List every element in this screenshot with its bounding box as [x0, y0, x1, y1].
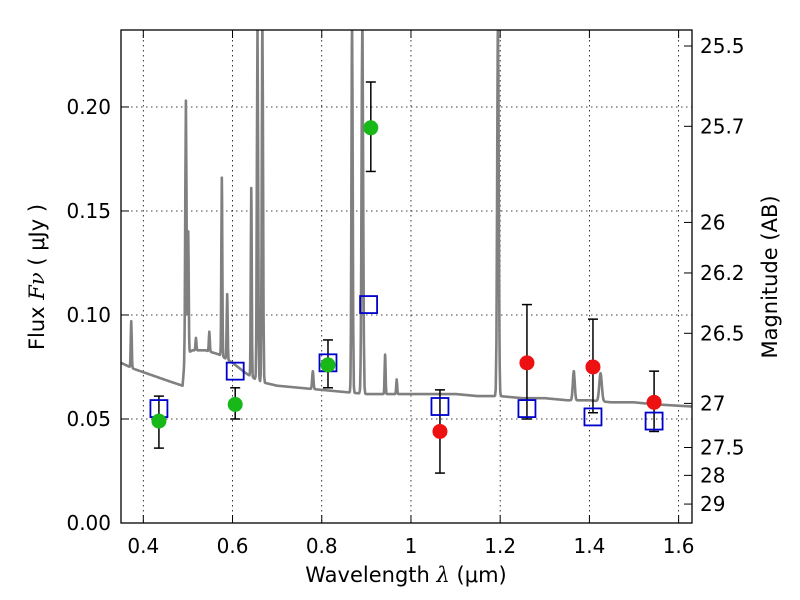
x-tick-label: 1.4: [573, 534, 605, 558]
y-tick-label: 0.05: [66, 407, 111, 431]
red-point-marker: [585, 359, 601, 375]
x-tick-label: 1.2: [484, 534, 516, 558]
y2-tick-label: 29: [700, 492, 725, 516]
red-point-marker: [646, 394, 662, 410]
green-point-marker: [227, 396, 243, 412]
green-point-marker: [151, 413, 167, 429]
y-tick-label: 0.20: [66, 95, 111, 119]
blue-square-marker: [359, 295, 378, 314]
blue-square-marker: [430, 397, 450, 416]
x-tick-label: 1: [405, 534, 418, 558]
y-tick-label: 0.00: [66, 511, 111, 535]
blue-square-marker: [517, 399, 537, 418]
blue-square-marker: [644, 411, 664, 431]
y-axis-label: Flux Fν ( μJy ): [25, 204, 49, 350]
x-axis-label: Wavelength λ (μm): [305, 563, 506, 587]
plot-frame: [120, 29, 693, 524]
green-point-marker: [363, 120, 379, 136]
y2-tick-label: 26.2: [700, 261, 745, 285]
x-tick-label: 0.6: [217, 534, 249, 558]
y2-axis-label: Magnitude (AB): [758, 195, 782, 358]
red-point-marker: [432, 423, 448, 439]
x-tick-label: 0.4: [127, 534, 159, 558]
blue-square-marker: [583, 407, 603, 427]
x-tick-label: 0.8: [306, 534, 338, 558]
blue-square-marker: [225, 361, 245, 381]
y2-tick-label: 25.5: [700, 34, 745, 58]
plot-background: [121, 30, 692, 523]
y-tick-label: 0.15: [66, 199, 111, 223]
axis-ticks: 0.4 0.6 0.8 1 1.2 1.4 1.6 0.00 0.05 0.10 0.15 0.20 2…: [66, 30, 745, 558]
red-point-marker: [519, 355, 535, 371]
y-tick-label: 0.10: [66, 303, 111, 327]
y2-tick-label: 27.5: [700, 435, 745, 459]
spectrum-line: [121, 30, 692, 408]
green-point-marker: [320, 357, 336, 373]
y2-tick-label: 26: [700, 210, 725, 234]
marker-layer: [149, 81, 664, 474]
y2-tick-label: 25.7: [700, 114, 745, 138]
x-tick-label: 1.6: [663, 534, 695, 558]
y2-tick-label: 26.5: [700, 321, 745, 345]
y2-tick-label: 28: [700, 463, 725, 487]
y2-tick-label: 27: [700, 391, 725, 415]
spectrum-layer: [121, 30, 692, 408]
